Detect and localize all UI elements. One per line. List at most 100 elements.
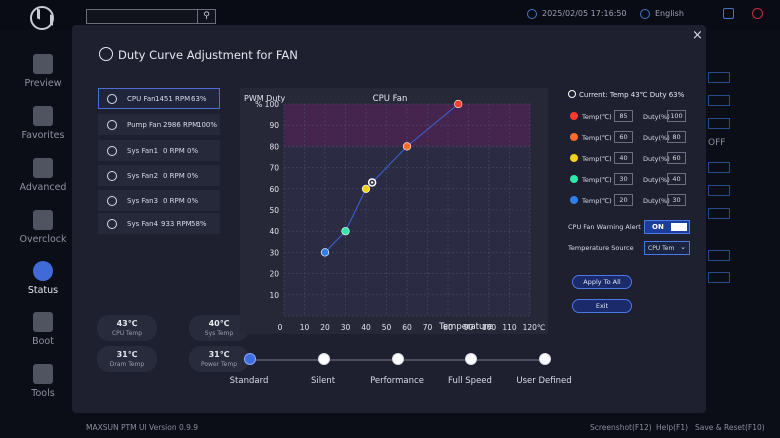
select-value: CPU Tem [648, 245, 675, 252]
save-reset-link[interactable]: Save & Reset(F10) [695, 423, 765, 432]
fan-icon [107, 94, 117, 104]
language-selector[interactable]: English [655, 9, 684, 18]
temperature-source-select[interactable]: CPU Tem ⌄ [644, 241, 690, 255]
exit-button[interactable]: Exit [572, 299, 632, 313]
point-duty-input[interactable]: 40 [667, 173, 686, 185]
search-icon[interactable]: ⚲ [197, 10, 215, 23]
point-temp-input[interactable]: 60 [614, 131, 633, 143]
x-axis-label: Temperature [438, 322, 493, 332]
fan-name: Sys Fan2 [127, 172, 159, 180]
save-icon[interactable] [723, 8, 734, 19]
duty-label: Duty(%) [643, 197, 670, 205]
mode-label-silent[interactable]: Silent [310, 376, 336, 386]
mode-label-full-speed[interactable]: Full Speed [448, 376, 492, 386]
mode-user-defined-dot[interactable] [539, 353, 551, 365]
sidebar-item-preview[interactable]: Preview [0, 48, 86, 98]
x-tick-label: 100 [482, 323, 497, 332]
fan-name: Sys Fan4 [127, 220, 159, 228]
y-axis-label: PWM Duty [244, 94, 286, 103]
fan-rpm: 0 RPM [163, 172, 185, 180]
chart-title: CPU Fan [373, 94, 408, 104]
temp-value: 31℃ [208, 350, 230, 359]
fan-item-sys-fan2[interactable]: Sys Fan2 0 RPM 0% [98, 165, 220, 186]
point-temp-input[interactable]: 30 [614, 173, 633, 185]
x-tick-label: 80 [443, 323, 453, 332]
fan-rpm: 933 RPM [161, 220, 192, 228]
star-icon [33, 106, 53, 126]
background-control [708, 250, 730, 261]
curve-point [402, 142, 412, 151]
eye-icon [33, 261, 53, 281]
mode-label-performance[interactable]: Performance [370, 376, 424, 386]
mode-label-standard[interactable]: Standard [229, 376, 269, 386]
toggle-state: ON [652, 223, 664, 231]
search-input[interactable]: ⚲ [86, 9, 216, 24]
curve-point [320, 248, 330, 257]
mode-full-speed-dot[interactable] [465, 353, 477, 365]
fan-name: Pump Fan [127, 121, 162, 129]
fan-item-sys-fan4[interactable]: Sys Fan4 933 RPM 58% [98, 213, 220, 234]
sidebar-item-tools[interactable]: Tools [0, 358, 86, 408]
screenshot-link[interactable]: Screenshot(F12) [590, 423, 652, 432]
mode-slider: Standard Silent Performance Full Speed U… [222, 350, 582, 390]
fan-icon [107, 120, 117, 130]
point-temp-input[interactable]: 40 [614, 152, 633, 164]
x-tick-label: 0 [278, 323, 283, 332]
sidebar-item-overclock[interactable]: Overclock [0, 204, 86, 254]
help-link[interactable]: Help(F1) [656, 423, 689, 432]
duty-label: Duty(%) [643, 113, 670, 121]
fan-rpm: 0 RPM [163, 197, 185, 205]
fan-rpm: 0 RPM [163, 147, 185, 155]
warning-alert-toggle[interactable]: ON [644, 220, 690, 234]
fan-name: Sys Fan3 [127, 197, 159, 205]
curve-point [341, 227, 350, 236]
point-duty-input[interactable]: 80 [667, 131, 686, 143]
curve-point-row: Temp(℃) 30 Duty(%) 40 [568, 173, 698, 187]
fan-duty: 0% [187, 172, 199, 180]
rocket-icon [33, 210, 53, 230]
background-control [708, 118, 730, 129]
x-tick-label: 70 [423, 323, 433, 332]
duty-label: Duty(%) [643, 134, 670, 142]
sidebar-item-favorites[interactable]: Favorites [0, 100, 86, 150]
fan-item-pump-fan[interactable]: Pump Fan 2986 RPM 100% [98, 114, 220, 135]
x-tick-label: 120℃ [523, 323, 546, 332]
fan-icon [107, 219, 117, 229]
temp-label: Temp(℃) [582, 134, 612, 142]
mode-performance-dot[interactable] [392, 353, 404, 365]
sidebar-item-status[interactable]: Status [0, 255, 86, 305]
fan-icon [107, 146, 117, 156]
sidebar-item-boot[interactable]: Boot [0, 306, 86, 356]
fan-curve-dialog: Duty Curve Adjustment for FAN × CPU Fan … [72, 25, 706, 413]
close-button[interactable]: × [692, 28, 703, 43]
point-temp-input[interactable]: 85 [614, 110, 633, 122]
mode-label-user-defined[interactable]: User Defined [516, 376, 572, 386]
dialog-title: Duty Curve Adjustment for FAN [118, 48, 298, 62]
curve-point [454, 99, 463, 109]
mode-silent-dot[interactable] [318, 353, 330, 365]
sidebar-item-advanced[interactable]: Advanced [0, 152, 86, 202]
fan-duty: 58% [191, 220, 207, 228]
fan-curve-chart: 10 20 30 40 50 60 70 80 90 % 100 0 10 20 30 40 50 60 70 80… [240, 88, 548, 334]
toggle-knob [671, 223, 687, 231]
fan-item-sys-fan3[interactable]: Sys Fan3 0 RPM 0% [98, 190, 220, 211]
y-tick-label: 40 [269, 227, 279, 236]
fan-item-cpu-fan[interactable]: CPU Fan 1451 RPM 63% [98, 88, 220, 109]
point-duty-input[interactable]: 30 [667, 194, 686, 206]
fan-item-sys-fan1[interactable]: Sys Fan1 0 RPM 0% [98, 140, 220, 161]
globe-icon[interactable] [640, 9, 650, 19]
point-temp-input[interactable]: 20 [614, 194, 633, 206]
duty-label: Duty(%) [643, 176, 670, 184]
bottom-bar: MAXSUN PTM UI Version 0.9.9 Screenshot(F… [0, 418, 780, 438]
power-icon[interactable] [752, 8, 763, 19]
point-duty-input[interactable]: 60 [667, 152, 686, 164]
background-control [708, 162, 730, 173]
mode-standard-dot[interactable] [244, 353, 256, 365]
apply-to-all-button[interactable]: Apply To All [572, 275, 632, 289]
datetime: 2025/02/05 17:16:50 [542, 9, 627, 18]
sidebar: Preview Favorites Advanced Overclock Sta… [0, 40, 86, 410]
y-tick-label: 70 [269, 164, 279, 173]
point-duty-input[interactable]: 100 [667, 110, 686, 122]
temperature-source-label: Temperature Source [568, 244, 634, 252]
y-tick-label: 80 [269, 142, 279, 151]
